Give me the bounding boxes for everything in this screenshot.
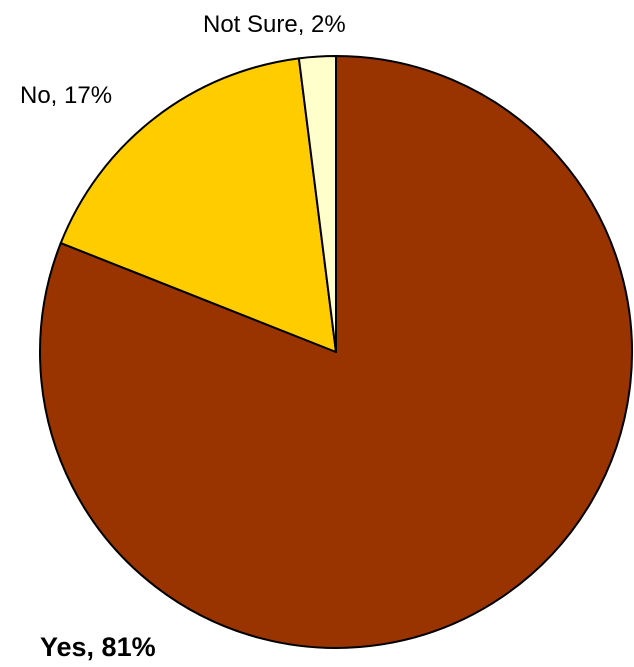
pie-slice-yes	[39, 55, 633, 649]
slice-label-not-sure: Not Sure, 2%	[203, 11, 346, 38]
pie-slice-not-sure	[297, 55, 337, 353]
slice-label-no: No, 17%	[20, 82, 112, 109]
pie-slices	[39, 55, 633, 649]
slice-label-yes: Yes, 81%	[40, 632, 156, 662]
pie-slice-no	[59, 57, 337, 353]
pie-labels: Yes, 81% No, 17% Not Sure, 2%	[20, 11, 346, 662]
